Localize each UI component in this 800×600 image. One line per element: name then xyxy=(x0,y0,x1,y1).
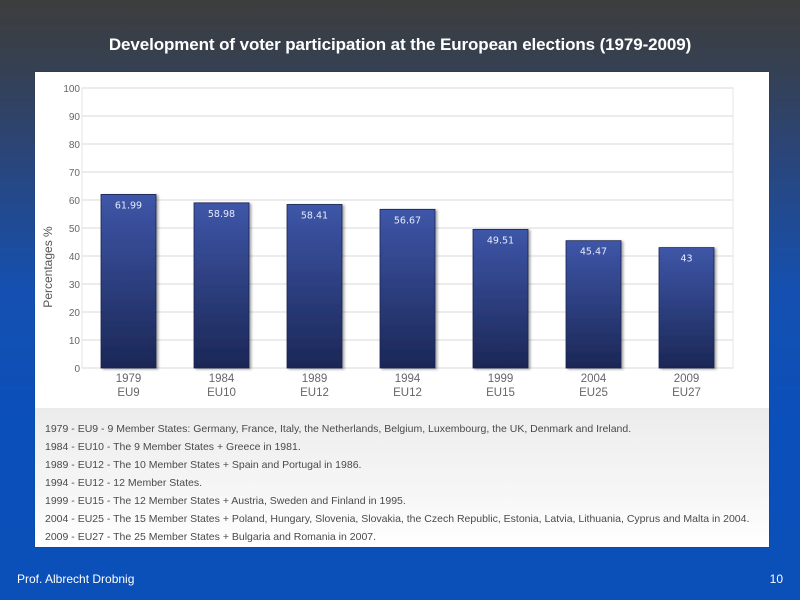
x-tick-eu-size: EU27 xyxy=(672,387,701,399)
y-tick-label: 80 xyxy=(69,140,81,151)
x-tick-eu-size: EU12 xyxy=(393,387,422,399)
bar-value-label: 45.47 xyxy=(580,247,607,258)
x-axis: 1979 EU9 1984 EU10 1989 EU12 1994 EU12 1999 EU15 2… xyxy=(116,373,701,399)
note-item: 1989 - EU12 - The 10 Member States + Spa… xyxy=(45,459,362,471)
y-axis: 0 10 20 30 40 50 60 70 80 90 100 xyxy=(63,84,80,375)
bar-value-label: 58.41 xyxy=(301,210,328,221)
bar xyxy=(565,240,622,369)
footer-author: Prof. Albrecht Drobnig xyxy=(17,572,135,586)
bar xyxy=(100,194,157,369)
y-tick-label: 60 xyxy=(69,196,81,207)
bars: 61.99 58.98 58.41 56.67 49.51 45.47 43 xyxy=(100,194,715,369)
note-item: 2009 - EU27 - The 25 Member States + Bul… xyxy=(45,531,377,543)
bar-value-label: 58.98 xyxy=(208,209,235,220)
note-item: 1999 - EU15 - The 12 Member States + Aus… xyxy=(45,495,406,507)
x-tick-eu-size: EU10 xyxy=(207,387,236,399)
bar-value-label: 49.51 xyxy=(487,235,514,246)
note-item: 1984 - EU10 - The 9 Member States + Gree… xyxy=(45,441,301,453)
x-tick-eu-size: EU9 xyxy=(117,387,139,399)
x-tick-year: 1984 xyxy=(209,373,235,385)
x-tick-eu-size: EU25 xyxy=(579,387,608,399)
y-tick-label: 30 xyxy=(69,280,81,291)
x-tick-year: 1989 xyxy=(302,373,328,385)
x-tick-year: 1994 xyxy=(395,373,421,385)
grid-layer xyxy=(81,87,734,369)
x-tick-year: 1999 xyxy=(488,373,514,385)
bar-value-label: 56.67 xyxy=(394,215,421,226)
bar xyxy=(658,247,715,369)
notes-list: 1979 - EU9 - 9 Member States: Germany, F… xyxy=(35,408,769,546)
slide-title: Development of voter participation at th… xyxy=(108,35,692,54)
bar xyxy=(472,228,529,369)
y-tick-label: 50 xyxy=(69,224,81,235)
bar xyxy=(193,202,250,369)
y-tick-label: 40 xyxy=(69,252,81,263)
x-tick-year: 2004 xyxy=(581,373,607,385)
note-item: 2004 - EU25 - The 15 Member States + Pol… xyxy=(45,513,750,525)
y-tick-label: 70 xyxy=(69,168,81,179)
x-tick-eu-size: EU12 xyxy=(300,387,329,399)
bar-chart: 0 10 20 30 40 50 60 70 80 90 100 61.99 58.98 58.41 56… xyxy=(41,84,734,399)
x-tick-year: 2009 xyxy=(674,373,700,385)
y-axis-label: Percentages % xyxy=(41,226,55,308)
y-tick-label: 100 xyxy=(63,84,80,95)
note-item: 1994 - EU12 - 12 Member States. xyxy=(45,477,202,489)
bar xyxy=(286,204,343,369)
y-tick-label: 20 xyxy=(69,308,81,319)
note-item: 1979 - EU9 - 9 Member States: Germany, F… xyxy=(45,423,632,435)
member-states-notes: 1979 - EU9 - 9 Member States: Germany, F… xyxy=(35,408,769,547)
chart-panel: 0 10 20 30 40 50 60 70 80 90 100 61.99 58.98 58.41 56… xyxy=(35,72,769,547)
y-tick-label: 90 xyxy=(69,112,81,123)
bar-value-label: 43 xyxy=(680,254,692,265)
x-tick-eu-size: EU15 xyxy=(486,387,515,399)
y-tick-label: 0 xyxy=(74,364,80,375)
page-number: 10 xyxy=(769,572,783,586)
bar xyxy=(379,208,436,369)
bar-value-label: 61.99 xyxy=(115,200,142,211)
y-tick-label: 10 xyxy=(69,336,81,347)
x-tick-year: 1979 xyxy=(116,373,142,385)
